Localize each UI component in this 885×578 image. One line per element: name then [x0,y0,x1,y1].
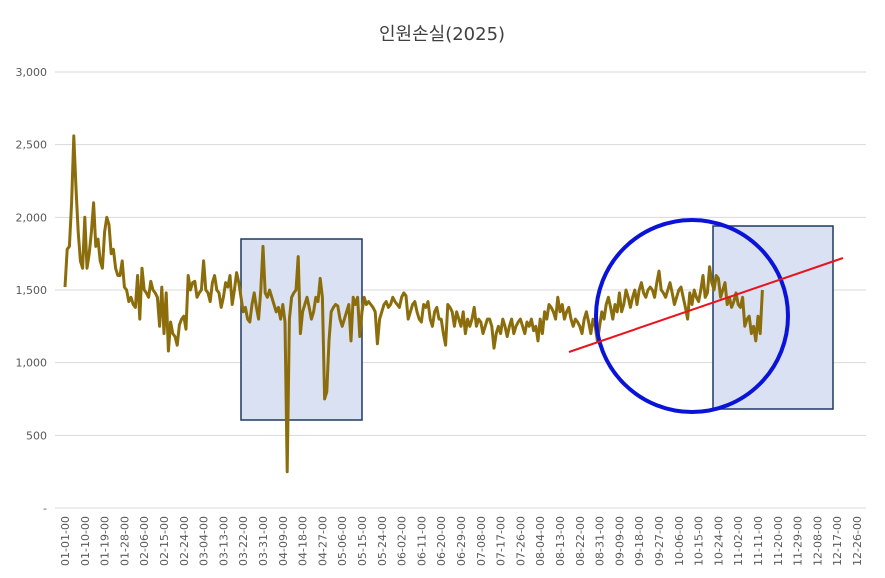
x-tick-label: 01-10-00 [79,516,92,566]
x-tick-label: 05-24-00 [376,516,389,566]
x-tick-label: 06-02-00 [396,516,409,566]
y-tick-label: 2,500 [16,139,48,152]
x-tick-label: 12-17-00 [831,516,844,566]
x-tick-label: 08-13-00 [554,516,567,566]
x-tick-label: 04-09-00 [277,516,290,566]
y-tick-label: - [43,502,47,515]
x-tick-label: 02-24-00 [178,516,191,566]
x-tick-label: 05-06-00 [336,516,349,566]
x-tick-label: 11-29-00 [792,516,805,566]
data-line [63,134,764,474]
x-tick-label: 09-18-00 [633,516,646,566]
x-tick-label: 06-11-00 [415,516,428,566]
x-tick-label: 09-27-00 [653,516,666,566]
x-tick-label: 03-22-00 [237,516,250,566]
y-tick-label: 1,500 [16,284,48,297]
x-tick-label: 10-15-00 [693,516,706,566]
chart-title: 인원손실(2025) [379,24,505,45]
x-tick-label: 05-15-00 [356,516,369,566]
x-tick-label: 02-06-00 [138,516,151,566]
y-tick-label: 3,000 [16,66,48,79]
x-tick-label: 07-08-00 [475,516,488,566]
x-tick-label: 07-26-00 [514,516,527,566]
x-tick-label: 03-13-00 [217,516,230,566]
y-tick-label: 500 [26,429,47,442]
x-tick-label: 01-19-00 [99,516,112,566]
highlight-box [712,225,834,410]
x-tick-label: 10-24-00 [712,516,725,566]
x-tick-label: 12-08-00 [811,516,824,566]
x-tick-label: 09-09-00 [613,516,626,566]
x-tick-label: 11-02-00 [732,516,745,566]
x-tick-label: 11-11-00 [752,516,765,566]
x-tick-label: 03-31-00 [257,516,270,566]
highlight-circle [594,218,790,414]
x-tick-label: 01-28-00 [118,516,131,566]
x-tick-label: 04-18-00 [297,516,310,566]
x-tick-label: 06-20-00 [435,516,448,566]
trend-line [568,257,844,353]
x-tick-label: 11-20-00 [772,516,785,566]
x-tick-label: 06-29-00 [455,516,468,566]
x-tick-label: 08-22-00 [574,516,587,566]
x-tick-label: 12-26-00 [851,516,864,566]
y-tick-label: 2,000 [16,211,48,224]
x-tick-label: 01-01-00 [59,516,72,566]
x-tick-label: 10-06-00 [673,516,686,566]
plot [63,134,764,474]
x-tick-label: 07-17-00 [495,516,508,566]
labels: - 500 1,000 1,500 2,000 2,500 3,000 01-01-00 01-… [16,66,865,566]
x-tick-label: 04-27-00 [316,516,329,566]
x-tick-label: 03-04-00 [198,516,211,566]
y-tick-label: 1,000 [16,357,48,370]
x-tick-label: 02-15-00 [158,516,171,566]
x-tick-label: 08-04-00 [534,516,547,566]
x-tick-label: 08-31-00 [594,516,607,566]
